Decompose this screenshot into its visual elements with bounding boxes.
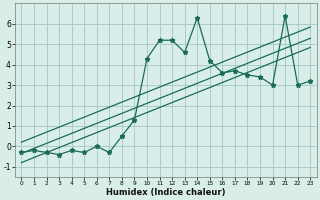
X-axis label: Humidex (Indice chaleur): Humidex (Indice chaleur) (106, 188, 226, 197)
